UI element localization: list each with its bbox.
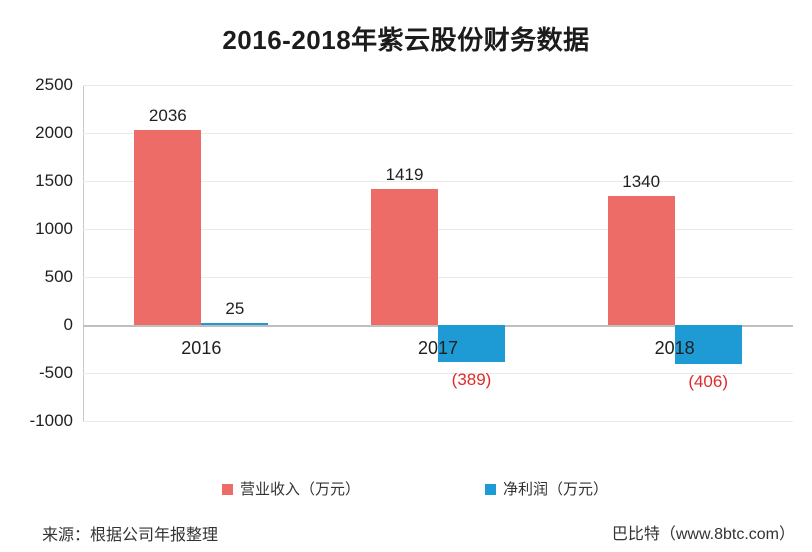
- x-axis-label-2017: 2017: [417, 338, 458, 358]
- y-axis-tick--500: -500: [38, 363, 73, 382]
- net-profit-swatch-icon: [485, 484, 496, 495]
- gridline--1000: [83, 421, 793, 422]
- legend-label-revenue: 营业收入（万元）: [240, 481, 361, 498]
- bar-net-profit-2017: [438, 325, 505, 363]
- x-axis-label-2018: 2018: [654, 338, 695, 358]
- bar-net-profit-2018: [674, 325, 742, 364]
- y-axis-tick-0: 0: [63, 315, 73, 334]
- legend-item-net-profit: 净利润（万元）: [485, 480, 608, 500]
- y-axis-tick-2000: 2000: [35, 123, 73, 142]
- gridline-1000: [83, 229, 793, 230]
- gridline--500: [83, 373, 793, 374]
- bar-revenue-2016: [134, 129, 202, 325]
- y-axis-tick-1000: 1000: [35, 219, 73, 238]
- gridline-2500: [83, 85, 793, 86]
- x-axis-label-2016: 2016: [181, 338, 222, 358]
- bar-revenue-2018: [607, 196, 675, 325]
- brand-note: 巴比特（www.8btc.com）: [611, 526, 795, 543]
- gridline-500: [83, 277, 793, 278]
- bar-label-revenue-2018: 1340: [622, 172, 661, 192]
- plot-area: 2036 25 2016 1419 (389) 2017 1340 (406) 2018: [83, 85, 793, 422]
- gridline-2000: [83, 133, 793, 134]
- bar-label-net-profit-2016: 25: [225, 298, 245, 318]
- bar-label-net-profit-2018: (406): [688, 371, 728, 391]
- bar-label-revenue-2016: 2036: [148, 105, 187, 125]
- legend-item-revenue: 营业收入（万元）: [222, 480, 360, 500]
- y-axis-tick--1000: -1000: [29, 411, 73, 430]
- y-axis-tick-500: 500: [44, 267, 73, 286]
- y-axis-line: [83, 85, 84, 422]
- legend: 营业收入（万元） 净利润（万元）: [0, 480, 812, 502]
- gridline-1500: [83, 181, 793, 182]
- revenue-swatch-icon: [222, 484, 233, 495]
- source-note: 来源：根据公司年报整理: [42, 527, 219, 544]
- bar-label-net-profit-2017: (389): [451, 370, 492, 390]
- y-axis-tick-2500: 2500: [35, 75, 73, 94]
- chart-title: 2016-2018年紫云股份财务数据: [222, 25, 590, 55]
- bar-revenue-2017: [371, 188, 438, 325]
- bar-net-profit-2016: [201, 322, 269, 325]
- legend-label-net-profit: 净利润（万元）: [503, 481, 609, 498]
- y-axis-tick-1500: 1500: [35, 171, 73, 190]
- bar-label-revenue-2017: 1419: [385, 164, 424, 184]
